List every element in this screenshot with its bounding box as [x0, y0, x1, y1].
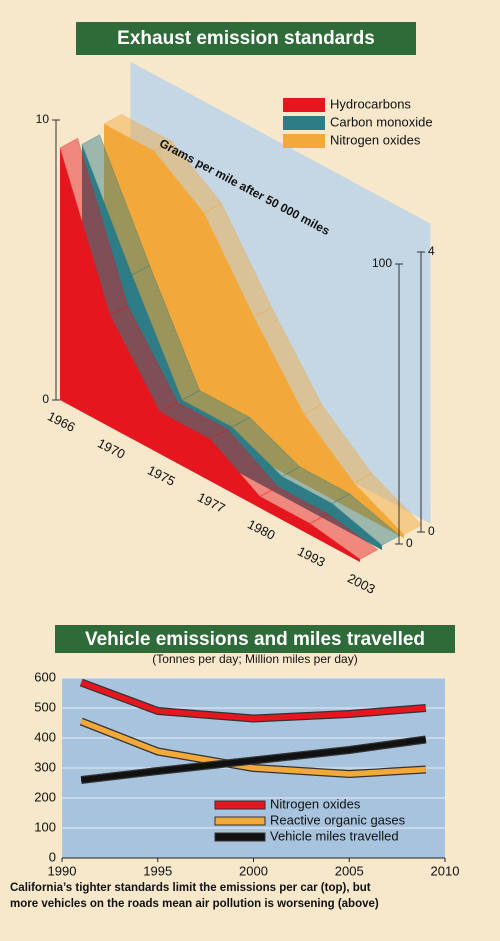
area — [60, 148, 360, 562]
ribbon — [309, 513, 379, 560]
caption: California’s tighter standards limit the… — [10, 882, 371, 894]
line — [80, 718, 426, 777]
y-tick-label: 0 — [49, 849, 56, 864]
ribbon — [280, 466, 351, 504]
y-tick-label: 600 — [34, 669, 56, 684]
legend-label: Carbon monoxide — [330, 114, 433, 129]
legend-swatch — [283, 98, 325, 112]
caption: more vehicles on the roads mean air poll… — [10, 898, 379, 910]
y-tick-label: 200 — [34, 789, 56, 804]
legend-swatch — [214, 832, 266, 842]
y-tick-label: 400 — [34, 729, 56, 744]
ribbon — [81, 134, 151, 276]
legend-swatch — [283, 134, 325, 148]
title-bar — [76, 22, 416, 55]
y-tick-label: 0 — [42, 392, 49, 406]
back-wall — [130, 61, 431, 524]
title-bar — [55, 625, 455, 653]
y-tick-label: 10 — [36, 112, 50, 126]
legend-swatch — [283, 116, 325, 130]
x-tick-label: 2000 — [239, 863, 268, 878]
y-tick-label: 300 — [34, 759, 56, 774]
ribbon — [258, 486, 329, 525]
y-tick-label: 100 — [34, 819, 56, 834]
y-tick-label: 0 — [406, 536, 413, 550]
ribbon — [231, 416, 301, 478]
chart-title: Vehicle emissions and miles travelled — [85, 629, 425, 650]
ribbon — [353, 472, 423, 536]
legend-label: Nitrogen oxides — [270, 796, 361, 811]
line — [80, 679, 427, 722]
y-tick-label: 0 — [428, 524, 435, 538]
legend-label: Hydrocarbons — [330, 96, 411, 111]
legend-label: Nitrogen oxides — [330, 132, 421, 147]
y-tick-label: 500 — [34, 699, 56, 714]
chart-subtitle: (Tonnes per day; Million miles per day) — [152, 652, 357, 666]
line — [80, 736, 427, 783]
y-tick-label: 4 — [428, 244, 435, 258]
y-tick-label: 100 — [372, 256, 392, 270]
legend-swatch — [214, 816, 266, 826]
legend-swatch — [214, 800, 266, 810]
ribbon — [303, 403, 373, 484]
legend-label: Reactive organic gases — [270, 812, 406, 827]
x-tick-label: 1990 — [48, 863, 77, 878]
chart-title: Exhaust emission standards — [117, 28, 375, 49]
x-tick-label: 2005 — [335, 863, 364, 878]
x-tick-label: 2010 — [431, 863, 460, 878]
x-tick-label: 1995 — [143, 863, 172, 878]
legend-label: Vehicle miles travelled — [270, 828, 399, 843]
ribbon — [253, 306, 323, 415]
area — [104, 124, 404, 538]
ribbon — [331, 493, 401, 546]
